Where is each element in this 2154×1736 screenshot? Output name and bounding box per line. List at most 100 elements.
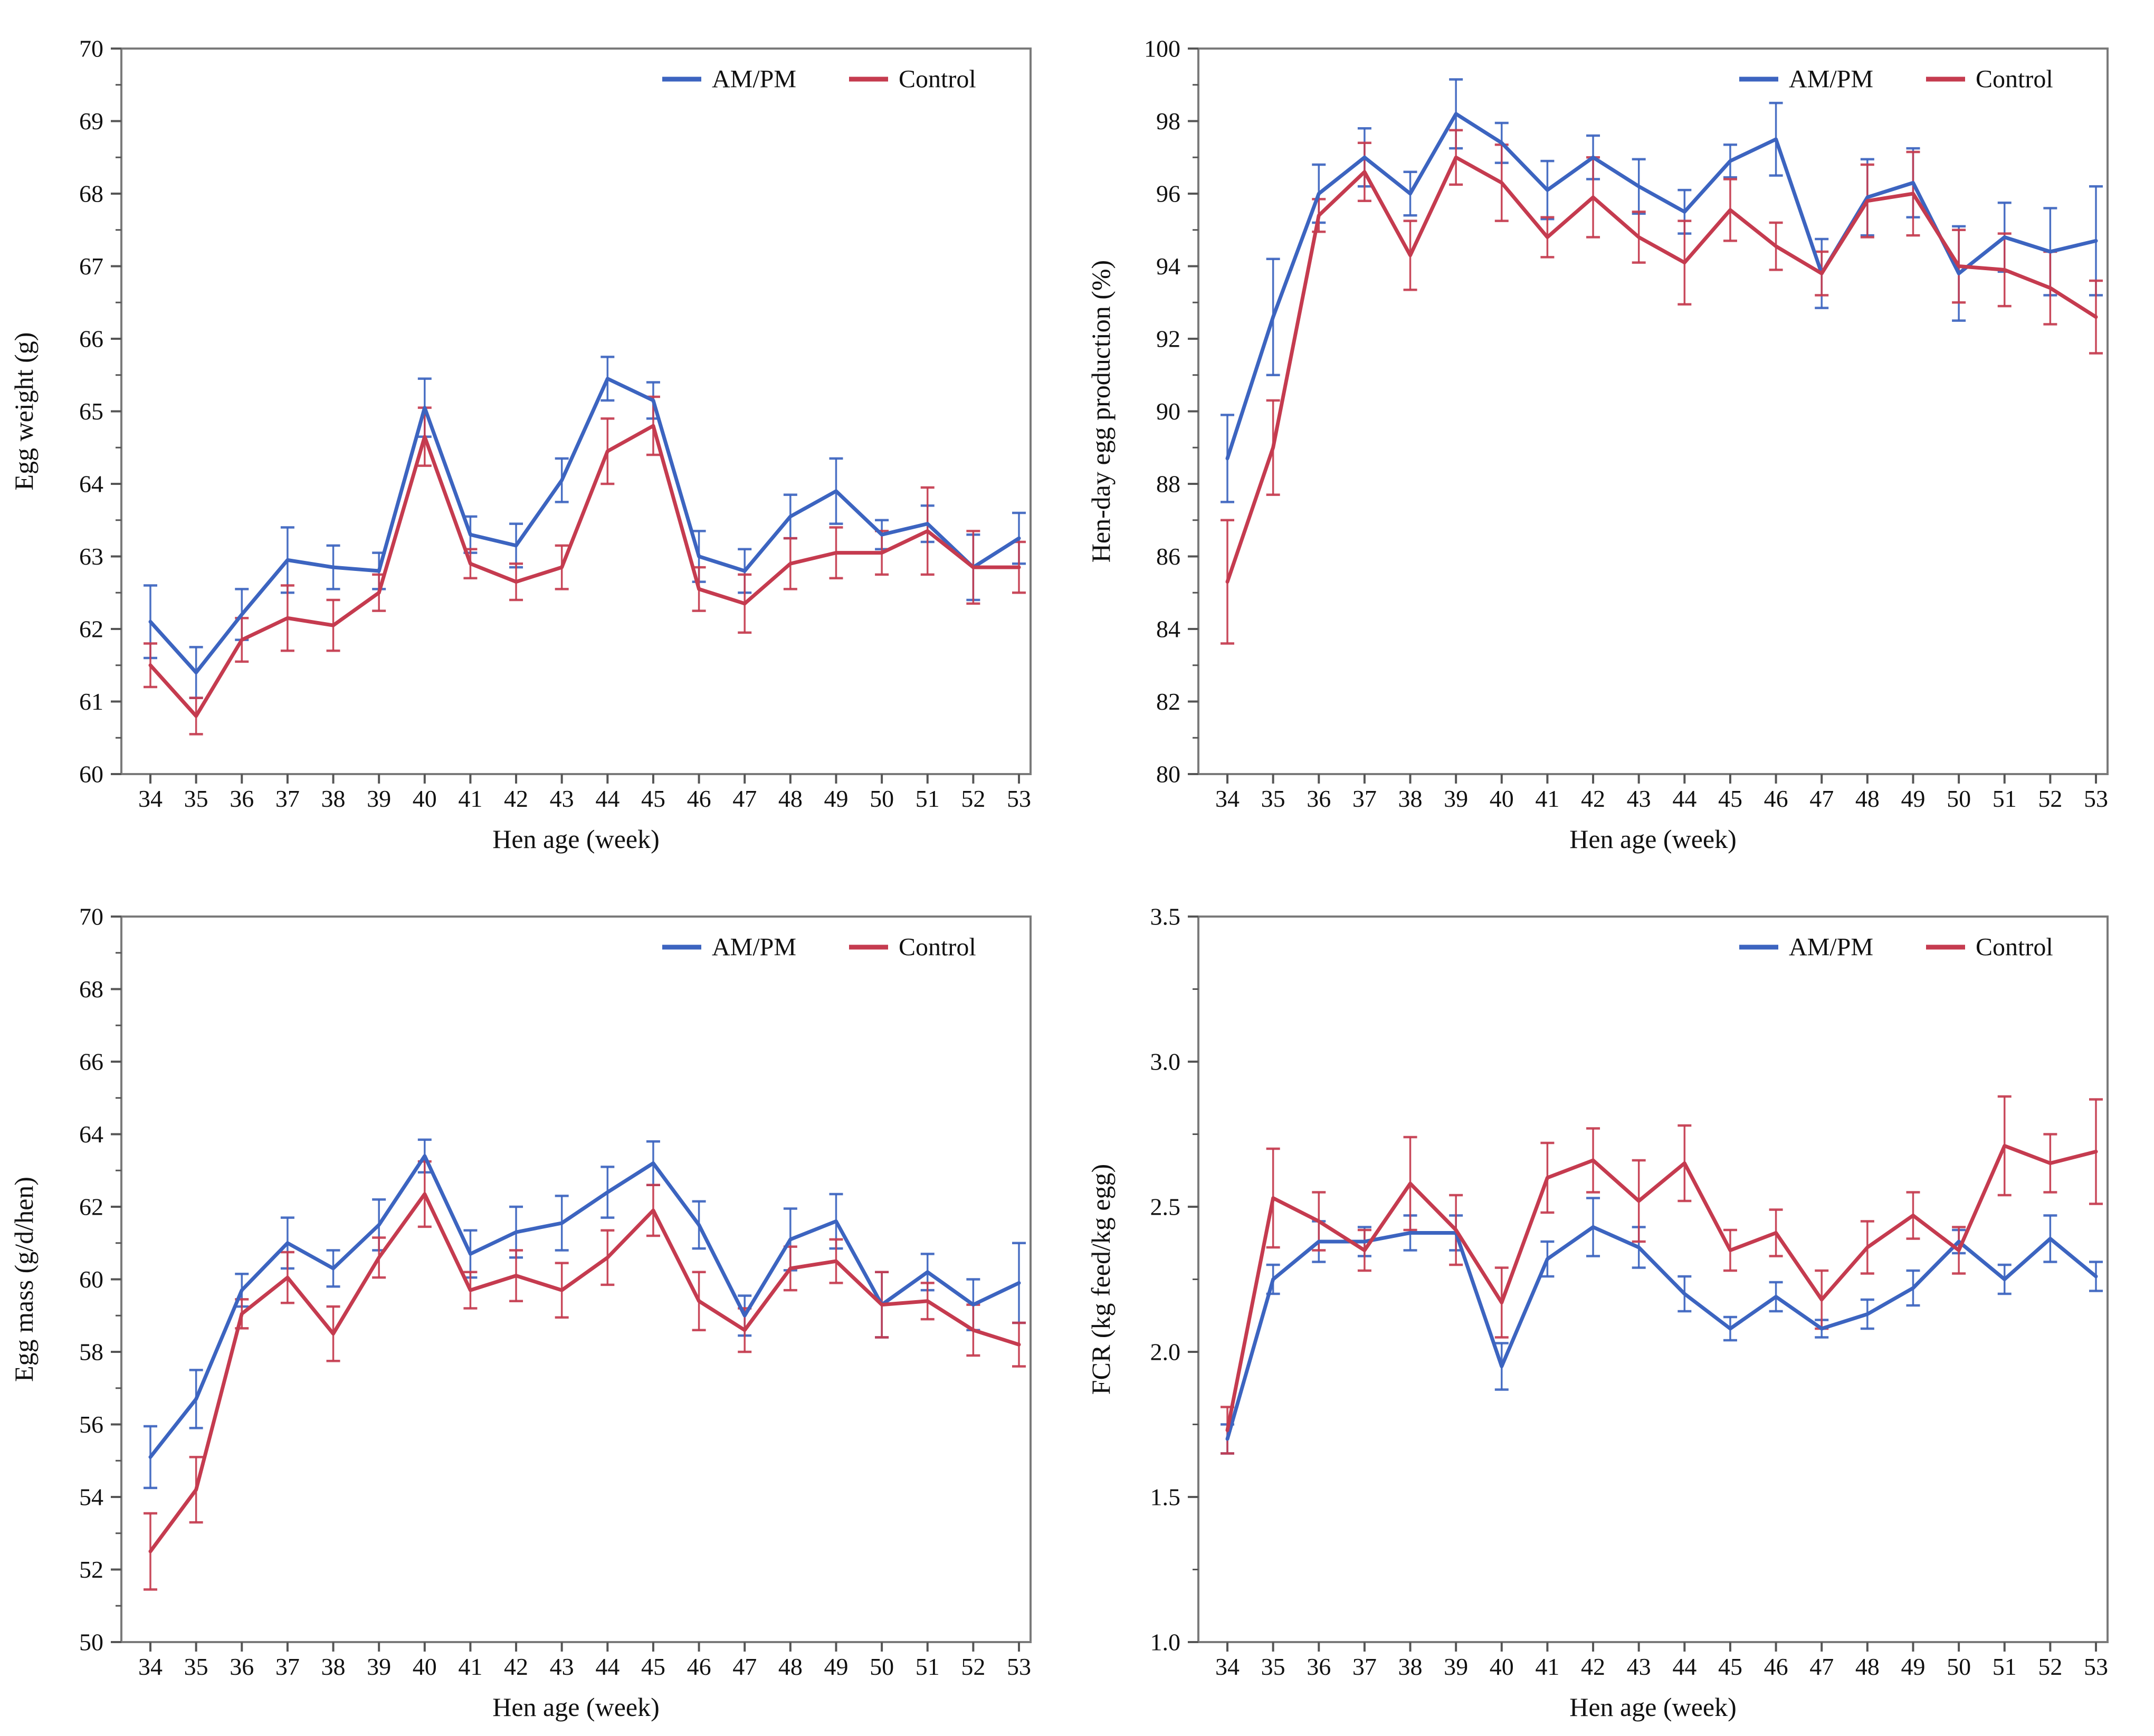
x-tick-label: 34 [138,1653,163,1680]
x-tick-label: 53 [1007,1653,1031,1680]
fcr-chart: 1.0 1.5 2.0 2.5 3.0 3.5 34 35 36 37 38 39 40 41 42 43 44… [1077,868,2154,1736]
y-axis-title: Egg weight (g) [9,332,39,491]
x-axis-title: Hen age (week) [492,1692,659,1722]
y-tick-label: 64 [79,471,103,498]
panel-fcr: 1.0 1.5 2.0 2.5 3.0 3.5 34 35 36 37 38 39 40 41 42 43 44… [1077,868,2154,1736]
panel-egg-weight: 60 61 62 63 64 65 66 67 68 69 70 34 35 36 37 38 39 40 41 42… [0,0,1077,868]
x-tick-label: 40 [1490,785,1514,812]
egg-mass-svg: 50 52 54 56 58 60 62 64 66 68 70 34 35 36 37 38 39 40 41 42… [0,868,1077,1736]
y-tick-label: 58 [79,1339,103,1366]
control-legend-label: Control [899,65,976,93]
control-legend-label: Control [899,933,976,961]
x-tick-label: 34 [1215,1653,1240,1680]
x-axis-title: Hen age (week) [1569,824,1736,854]
y-tick-label: 84 [1156,616,1180,643]
legend: AM/PM Control [662,933,976,961]
x-tick-label: 44 [1672,785,1696,812]
y-tick-label: 67 [79,253,103,280]
y-tick-label: 65 [79,398,103,425]
x-tick-label: 46 [1764,785,1788,812]
am-pm-legend-label: AM/PM [1789,65,1873,93]
x-tick-label: 42 [504,1653,528,1680]
x-tick-label: 38 [1398,785,1423,812]
x-tick-label: 50 [870,1653,894,1680]
y-tick-label: 62 [79,1194,103,1220]
x-tick-label: 47 [732,1653,757,1680]
x-tick-label: 52 [2038,785,2062,812]
hen-day-egg-production-chart: 80 82 84 86 88 90 92 94 96 98 100 34 35 36 37 38 39 40 41 4… [1077,0,2154,868]
x-tick-label: 50 [1947,1653,1971,1680]
x-tick-label: 48 [778,1653,803,1680]
y-tick-label: 69 [79,108,103,135]
x-tick-label: 40 [413,785,437,812]
x-tick-label: 39 [367,785,391,812]
x-tick-label: 51 [916,1653,940,1680]
x-tick-label: 49 [1901,1653,1925,1680]
y-tick-label: 64 [79,1121,103,1148]
x-tick-label: 44 [595,785,619,812]
x-tick-label: 51 [916,785,940,812]
x-tick-label: 48 [1855,785,1880,812]
x-tick-label: 48 [778,785,803,812]
panel-hen-day-egg-production: 80 82 84 86 88 90 92 94 96 98 100 34 35 36 37 38 39 40 41 4… [1077,0,2154,868]
y-tick-label: 88 [1156,471,1180,498]
x-axis-title: Hen age (week) [1569,1692,1736,1722]
egg-mass-chart: 50 52 54 56 58 60 62 64 66 68 70 34 35 36 37 38 39 40 41 42… [0,868,1077,1736]
panel-egg-mass: 50 52 54 56 58 60 62 64 66 68 70 34 35 36 37 38 39 40 41 42… [0,868,1077,1736]
x-tick-label: 37 [275,1653,300,1680]
x-axis-title: Hen age (week) [492,824,659,854]
y-tick-label: 2.0 [1150,1339,1181,1366]
x-tick-label: 52 [2038,1653,2062,1680]
x-tick-label: 46 [687,1653,711,1680]
x-tick-label: 47 [732,785,757,812]
x-tick-label: 52 [961,1653,985,1680]
y-tick-label: 80 [1156,761,1180,788]
x-tick-label: 35 [1261,785,1285,812]
x-tick-label: 34 [1215,785,1240,812]
series-line-am-pm [148,377,1021,674]
x-tick-label: 52 [961,785,985,812]
x-tick-label: 45 [641,785,665,812]
y-tick-label: 68 [79,976,103,1003]
x-tick-label: 35 [184,1653,208,1680]
series-line-am-pm [148,1154,1021,1459]
y-tick-label: 1.5 [1150,1484,1181,1511]
x-tick-label: 39 [367,1653,391,1680]
x-tick-label: 45 [1718,785,1742,812]
x-tick-label: 43 [550,785,574,812]
y-tick-label: 56 [79,1411,103,1438]
am-pm-legend-label: AM/PM [1789,933,1873,961]
x-tick-label: 39 [1444,785,1468,812]
y-axis-title: FCR (kg feed/kg egg) [1086,1164,1116,1395]
x-tick-label: 38 [321,785,346,812]
series-line-control [148,424,1021,718]
x-tick-label: 42 [504,785,528,812]
x-tick-label: 49 [824,785,848,812]
legend: AM/PM Control [1739,933,2053,961]
control-legend-label: Control [1976,65,2053,93]
x-tick-label: 39 [1444,1653,1468,1680]
x-tick-label: 43 [1627,785,1651,812]
x-tick-label: 43 [550,1653,574,1680]
x-tick-label: 53 [1007,785,1031,812]
x-tick-label: 48 [1855,1653,1880,1680]
x-tick-label: 45 [641,1653,665,1680]
y-tick-label: 62 [79,616,103,643]
y-tick-label: 61 [79,688,103,715]
series-line-control [1225,155,2098,584]
y-tick-label: 54 [79,1484,103,1511]
y-tick-label: 1.0 [1150,1629,1181,1656]
x-tick-label: 42 [1581,1653,1605,1680]
x-tick-label: 37 [1352,1653,1377,1680]
x-tick-label: 46 [1764,1653,1788,1680]
am-pm-legend-label: AM/PM [712,933,796,961]
x-tick-label: 35 [184,785,208,812]
x-tick-label: 41 [458,1653,482,1680]
x-tick-label: 51 [1993,785,2017,812]
y-tick-label: 92 [1156,326,1180,352]
x-tick-label: 49 [1901,785,1925,812]
y-tick-label: 66 [79,326,103,352]
y-tick-label: 98 [1156,108,1180,135]
x-tick-label: 47 [1809,785,1834,812]
